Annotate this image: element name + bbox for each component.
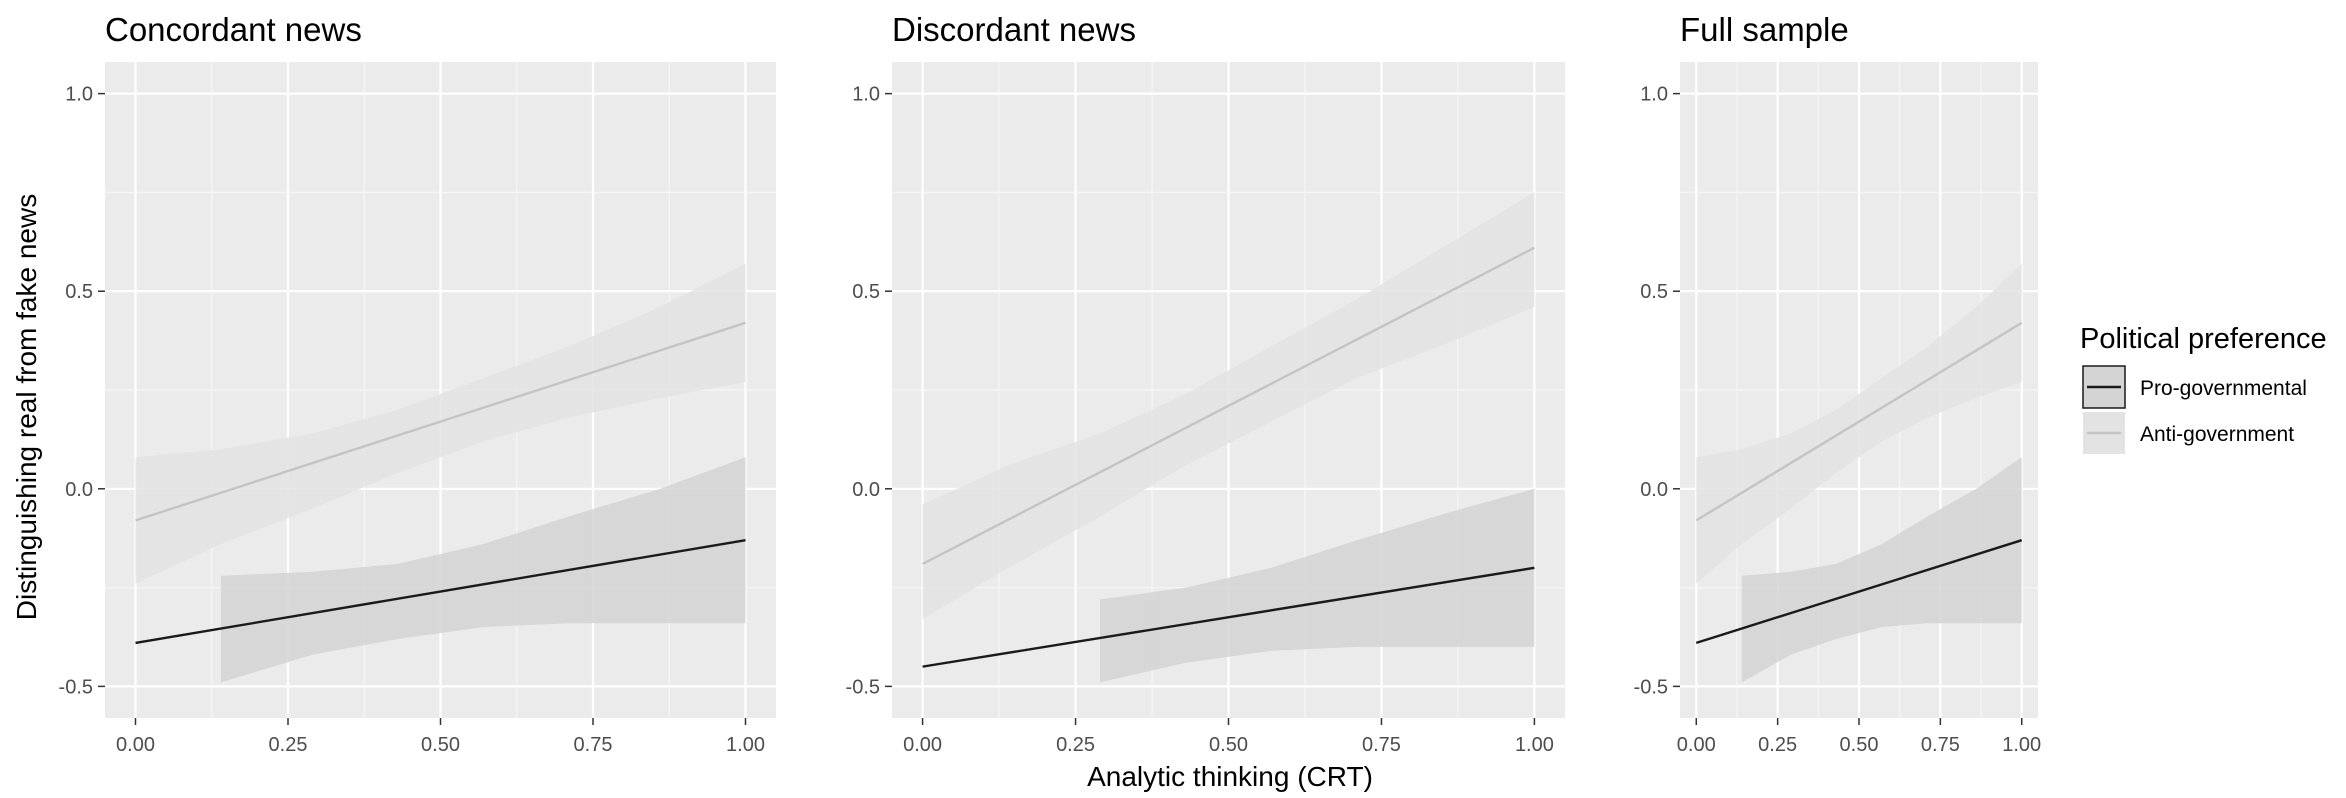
confidence-band-pro-governmental <box>1741 457 2022 683</box>
legend: Political preference Pro-governmental Ant… <box>2080 323 2327 454</box>
panel-title: Full sample <box>1680 11 1849 48</box>
y-tick-label: 1.0 <box>65 84 93 106</box>
x-tick-label: 0.00 <box>116 734 155 756</box>
y-tick-label: 0.5 <box>1640 281 1668 303</box>
panel-title: Discordant news <box>892 11 1136 48</box>
panel-title: Concordant news <box>105 11 362 48</box>
confidence-band-anti-government <box>1696 263 2022 584</box>
confidence-band-pro-governmental <box>220 457 746 683</box>
y-tick-label: -0.5 <box>1634 676 1668 698</box>
x-tick-label: 1.00 <box>726 734 765 756</box>
x-tick-label: 0.75 <box>1362 734 1401 756</box>
confidence-band-anti-government <box>135 263 746 584</box>
y-tick-label: -0.5 <box>59 676 93 698</box>
confidence-band-pro-governmental <box>1100 488 1535 683</box>
series-line-pro-governmental <box>922 566 1535 668</box>
panel-concordant-news: Concordant news -0.5 0.0 0.5 1.0 0.00 0.25 0.50… <box>59 11 776 756</box>
y-tick-label: 0.5 <box>852 281 880 303</box>
panel-discordant-news: Discordant news -0.5 0.0 0.5 1.0 0.00 0.25 0.50… <box>846 11 1565 756</box>
y-tick-label: 0.5 <box>65 281 93 303</box>
x-tick-label: 0.50 <box>1840 734 1879 756</box>
y-axis-title: Distinguishing real from fake news <box>11 194 42 620</box>
series-line-anti-government <box>922 246 1535 565</box>
legend-title: Political preference <box>2080 323 2327 355</box>
x-axis-title: Analytic thinking (CRT) <box>1087 761 1373 792</box>
x-tick-label: 0.00 <box>1677 734 1716 756</box>
legend-label-anti-government: Anti-government <box>2140 423 2294 446</box>
series-line-anti-government <box>135 321 746 522</box>
y-tick-label: -0.5 <box>846 676 880 698</box>
x-tick-label: 1.00 <box>2002 734 2041 756</box>
y-tick-label: 1.0 <box>852 84 880 106</box>
legend-keys: Pro-governmental Anti-government <box>2082 365 2307 454</box>
series-line-pro-governmental <box>1695 539 2023 645</box>
y-tick-label: 0.0 <box>65 479 93 501</box>
x-tick-label: 0.25 <box>269 734 308 756</box>
y-tick-label: 0.0 <box>852 479 880 501</box>
legend-label-pro-governmental: Pro-governmental <box>2140 377 2307 400</box>
x-tick-label: 0.25 <box>1758 734 1797 756</box>
x-tick-label: 0.50 <box>1209 734 1248 756</box>
y-tick-label: 1.0 <box>1640 84 1668 106</box>
series-line-anti-government <box>1695 321 2023 522</box>
series-line-pro-governmental <box>135 538 746 645</box>
y-tick-label: 0.0 <box>1640 479 1668 501</box>
x-tick-label: 0.75 <box>1921 734 1960 756</box>
x-tick-label: 0.75 <box>574 734 613 756</box>
x-tick-label: 1.00 <box>1515 734 1554 756</box>
panels: Concordant news-0.50.00.51.00.00 0.25 0.50… <box>59 11 2042 756</box>
x-tick-label: 0.50 <box>421 734 460 756</box>
x-tick-label: 0.25 <box>1056 734 1095 756</box>
x-tick-label: 0.00 <box>903 734 942 756</box>
panel-full-sample: Full sample -0.5 0.0 0.5 1.0 0.00 0.25 0.50 0.75… <box>1634 11 2042 756</box>
